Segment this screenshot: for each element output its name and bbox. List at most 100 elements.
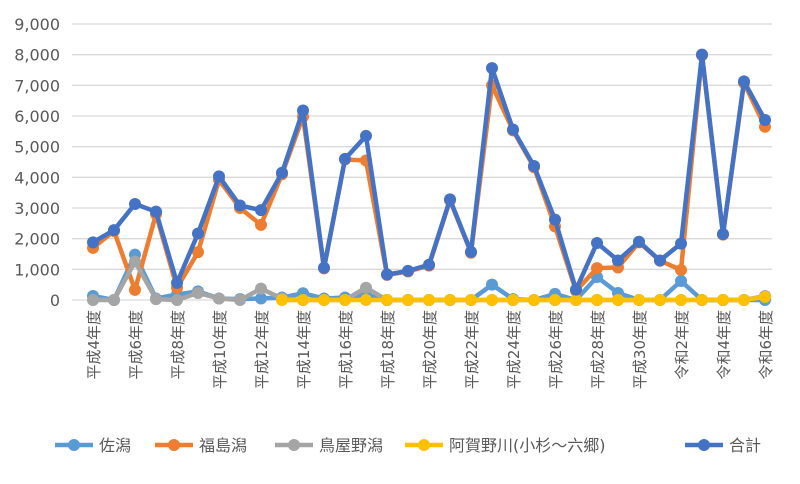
legend-item: 福島潟 bbox=[155, 436, 247, 455]
data-point bbox=[150, 205, 162, 218]
data-point bbox=[570, 283, 582, 296]
data-point bbox=[318, 294, 330, 306]
data-point bbox=[423, 258, 435, 271]
data-point bbox=[150, 293, 162, 306]
data-point bbox=[696, 48, 708, 61]
y-tick-label: 5,000 bbox=[14, 138, 60, 157]
x-tick-label: 平成28年度 bbox=[589, 310, 607, 389]
legend-label: 鳥屋野潟 bbox=[319, 436, 383, 455]
x-tick-label: 平成26年度 bbox=[547, 310, 565, 389]
legend-label: 福島潟 bbox=[199, 436, 247, 455]
data-point bbox=[465, 245, 477, 258]
series-3 bbox=[276, 290, 771, 306]
data-point bbox=[276, 294, 288, 306]
x-tick-label: 平成10年度 bbox=[211, 310, 229, 389]
y-tick-label: 3,000 bbox=[14, 199, 60, 218]
gridlines bbox=[72, 23, 772, 301]
data-point bbox=[297, 104, 309, 117]
data-point bbox=[654, 254, 666, 267]
legend-marker bbox=[68, 439, 80, 451]
legend-marker bbox=[418, 439, 430, 451]
data-point bbox=[255, 282, 267, 295]
data-point bbox=[108, 224, 120, 237]
legend-item: 阿賀野川(小杉～六郷) bbox=[405, 436, 606, 455]
data-point bbox=[255, 218, 267, 231]
data-point bbox=[675, 274, 687, 287]
data-point bbox=[381, 268, 393, 281]
legend-label: 合計 bbox=[729, 436, 761, 455]
legend-item: 鳥屋野潟 bbox=[275, 436, 383, 455]
x-tick-label: 令和4年度 bbox=[715, 310, 733, 380]
data-point bbox=[570, 294, 582, 306]
data-point bbox=[171, 294, 183, 306]
x-axis: 平成4年度 平成6年度 平成8年度 平成10年度 平成12年度 平成14年度 平成16年度 平… bbox=[85, 310, 775, 389]
legend-label: 佐潟 bbox=[99, 436, 131, 455]
x-tick-label: 平成24年度 bbox=[505, 310, 523, 389]
data-point bbox=[339, 294, 351, 306]
data-point bbox=[633, 235, 645, 248]
data-point bbox=[423, 294, 435, 306]
data-point bbox=[507, 294, 519, 306]
x-tick-label: 平成6年度 bbox=[127, 310, 145, 380]
data-point bbox=[171, 276, 183, 289]
x-tick-label: 令和6年度 bbox=[757, 310, 775, 380]
data-point bbox=[591, 262, 603, 275]
data-point bbox=[675, 294, 687, 306]
data-point bbox=[444, 193, 456, 206]
data-point bbox=[87, 236, 99, 249]
y-tick-label: 7,000 bbox=[14, 76, 60, 95]
y-tick-label: 2,000 bbox=[14, 230, 60, 249]
data-point bbox=[549, 213, 561, 226]
data-point bbox=[360, 294, 372, 306]
y-tick-label: 0 bbox=[50, 291, 60, 310]
x-tick-label: 平成4年度 bbox=[85, 310, 103, 380]
series-lines bbox=[87, 48, 771, 306]
data-point bbox=[402, 264, 414, 277]
y-tick-label: 9,000 bbox=[14, 15, 60, 34]
x-tick-label: 平成20年度 bbox=[421, 310, 439, 389]
data-point bbox=[255, 292, 267, 305]
data-point bbox=[402, 294, 414, 306]
x-tick-label: 令和2年度 bbox=[673, 310, 691, 380]
data-point bbox=[318, 261, 330, 274]
data-point bbox=[528, 159, 540, 172]
data-point bbox=[486, 294, 498, 306]
data-point bbox=[654, 294, 666, 306]
x-tick-label: 平成8年度 bbox=[169, 310, 187, 380]
data-point bbox=[381, 294, 393, 306]
data-point bbox=[192, 246, 204, 259]
data-point bbox=[360, 129, 372, 142]
data-point bbox=[486, 62, 498, 75]
data-point bbox=[591, 294, 603, 306]
data-point bbox=[192, 286, 204, 299]
data-point bbox=[717, 294, 729, 306]
legend-label: 阿賀野川(小杉～六郷) bbox=[449, 436, 606, 455]
legend-item: 合計 bbox=[685, 436, 761, 455]
legend: 佐潟 福島潟 鳥屋野潟 阿賀野川(小杉～六郷) 合計 bbox=[55, 436, 761, 455]
data-point bbox=[675, 237, 687, 250]
data-point bbox=[717, 228, 729, 241]
x-tick-label: 平成22年度 bbox=[463, 310, 481, 389]
y-tick-label: 1,000 bbox=[14, 260, 60, 279]
data-point bbox=[129, 283, 141, 296]
data-point bbox=[108, 294, 120, 306]
data-point bbox=[612, 294, 624, 306]
data-point bbox=[276, 166, 288, 179]
x-tick-label: 平成18年度 bbox=[379, 310, 397, 389]
data-point bbox=[234, 199, 246, 212]
x-tick-label: 平成30年度 bbox=[631, 310, 649, 389]
data-point bbox=[234, 294, 246, 306]
data-point bbox=[549, 294, 561, 306]
data-point bbox=[675, 263, 687, 276]
data-point bbox=[507, 123, 519, 136]
series-4 bbox=[87, 48, 771, 296]
data-point bbox=[255, 204, 267, 217]
data-point bbox=[213, 292, 225, 305]
data-point bbox=[738, 75, 750, 88]
legend-item: 佐潟 bbox=[55, 436, 131, 455]
y-tick-label: 8,000 bbox=[14, 46, 60, 65]
data-point bbox=[759, 290, 771, 303]
data-point bbox=[612, 254, 624, 267]
data-point bbox=[696, 294, 708, 306]
